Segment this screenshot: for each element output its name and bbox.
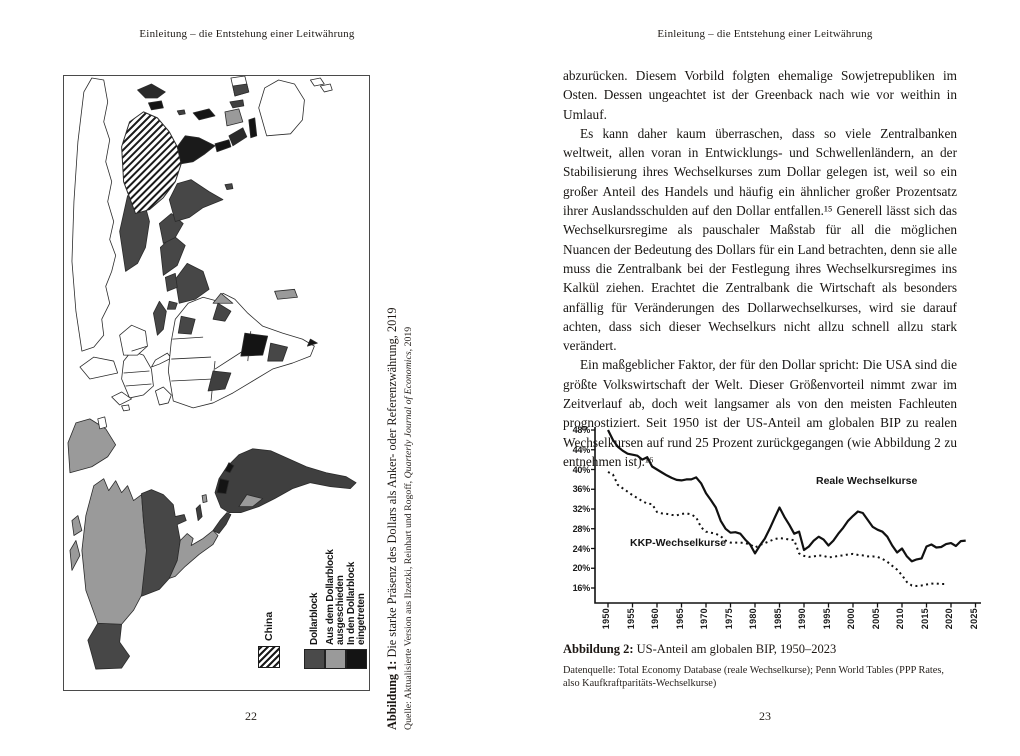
figure1-caption: Abbildung 1: Die starke Präsenz des Doll… [385, 283, 439, 730]
x-tick-label: 1960 [650, 608, 660, 630]
figure1-source-journal: Quarterly Journal of Economics [403, 351, 414, 479]
figure2-caption-text: US-Anteil am globalen BIP, 1950–2023 [633, 642, 837, 656]
page-number-right: 23 [759, 709, 771, 723]
x-tick-label: 2000 [846, 608, 856, 630]
region-north-america [67, 418, 232, 670]
chart-canvas [591, 427, 981, 608]
x-tick-label: 2025 [968, 608, 979, 630]
y-tick-label: 24% [572, 543, 591, 554]
y-tick-label: 20% [572, 563, 591, 574]
world-map-figure: Dollarblock Aus dem Dollarblock ausgesch… [63, 75, 370, 691]
figure1-source-suffix: , 2019 [403, 326, 414, 352]
series-line-kkp [607, 471, 947, 587]
x-tick-label: 1970 [699, 608, 709, 630]
world-map [67, 76, 357, 670]
legend-label: In den Dollarblock eingetreten [346, 561, 367, 645]
legend-item-eingetreten: In den Dollarblock eingetreten [346, 547, 367, 669]
region-russia [71, 77, 117, 352]
legend-swatch-china-hatched [258, 646, 280, 668]
region-south-america [214, 448, 357, 513]
body-text: abzurücken. Diesem Vorbild folgten ehema… [563, 66, 957, 471]
x-tick-label: 2020 [944, 608, 954, 630]
figure2-source-line: Datenquelle: Total Economy Database (rea… [563, 665, 944, 689]
x-tick-label: 1955 [625, 608, 636, 630]
y-tick-label: 40% [572, 464, 591, 475]
figure2-caption-label: Abbildung 2: [563, 642, 634, 656]
region-central-south-asia [119, 179, 234, 272]
x-tick-label: 1980 [748, 608, 758, 630]
page-number-left: 22 [245, 709, 257, 723]
x-tick-label: 1975 [723, 608, 734, 630]
region-east-southeast-asia [137, 76, 258, 165]
x-tick-label: 1965 [674, 608, 685, 630]
x-tick-label: 1990 [797, 608, 807, 630]
figure1-caption-line: Abbildung 1: Die starke Präsenz des Doll… [385, 283, 399, 730]
series-line-reale [607, 429, 966, 563]
y-tick-label: 36% [572, 484, 591, 495]
legend-label-china: China [263, 611, 275, 641]
legend-item-china: China [257, 604, 281, 668]
y-tick-label: 44% [572, 444, 591, 455]
figure1-source-line: Quelle: Aktualisierte Version aus Ilzetz… [403, 283, 415, 730]
figure1-caption-text: Die starke Präsenz des Dollars als Anker… [385, 307, 399, 661]
figure2-caption: Abbildung 2: US-Anteil am globalen BIP, … [563, 642, 836, 657]
running-head-left: Einleitung – die Entstehung einer Leitwä… [139, 28, 355, 40]
y-tick-label: 16% [572, 583, 591, 593]
legend-swatch-dollarblock [304, 649, 325, 669]
x-tick-label: 1995 [821, 608, 832, 630]
region-oceania [258, 77, 333, 137]
region-middle-east [153, 235, 210, 336]
legend-item-dollarblock: Dollarblock [304, 547, 325, 669]
y-tick-label: 32% [572, 504, 591, 514]
y-tick-label: 48% [572, 425, 591, 435]
gdp-share-chart: 48% 44% 40% 36% 32% 28% 24% 20% 16% 1950 1955 1960… [560, 425, 992, 657]
x-tick-label: 1985 [772, 608, 783, 630]
legend-label: Aus dem Dollarblock ausgeschieden [325, 549, 346, 645]
legend-item-ausgeschieden: Aus dem Dollarblock ausgeschieden [325, 547, 346, 669]
map-legend: Dollarblock Aus dem Dollarblock ausgesch… [304, 547, 368, 669]
paragraph: Ein maßgeblicher Faktor, der für den Dol… [563, 357, 957, 469]
page-right: Einleitung – die Entstehung einer Leitwä… [510, 0, 1020, 756]
x-tick-label: 1950 [601, 608, 611, 630]
paragraph: Es kann daher kaum überraschen, dass so … [563, 125, 957, 354]
legend-label: Dollarblock [308, 592, 320, 645]
page-left: Einleitung – die Entstehung einer Leitwä… [63, 28, 439, 730]
x-tick-label: 2010 [895, 608, 905, 630]
region-europe [79, 324, 172, 430]
figure1-source-prefix: Quelle: Aktualisierte Version aus Ilzetz… [403, 478, 414, 730]
series-label-reale-wechselkurse: Reale Wechselkurse [816, 475, 918, 487]
region-china-hatched [121, 111, 182, 215]
paragraph: abzurücken. Diesem Vorbild folgten ehema… [563, 68, 957, 122]
x-tick-label: 2015 [919, 608, 930, 630]
series-label-kkp-wechselkurse: KKP-Wechselkurse [630, 537, 727, 549]
legend-swatch-ausgeschieden [325, 649, 346, 669]
running-head-right: Einleitung – die Entstehung einer Leitwä… [657, 28, 873, 40]
region-africa [167, 288, 318, 409]
legend-swatch-eingetreten [346, 649, 367, 669]
x-tick-label: 2005 [870, 608, 881, 630]
y-tick-label: 28% [572, 523, 591, 534]
